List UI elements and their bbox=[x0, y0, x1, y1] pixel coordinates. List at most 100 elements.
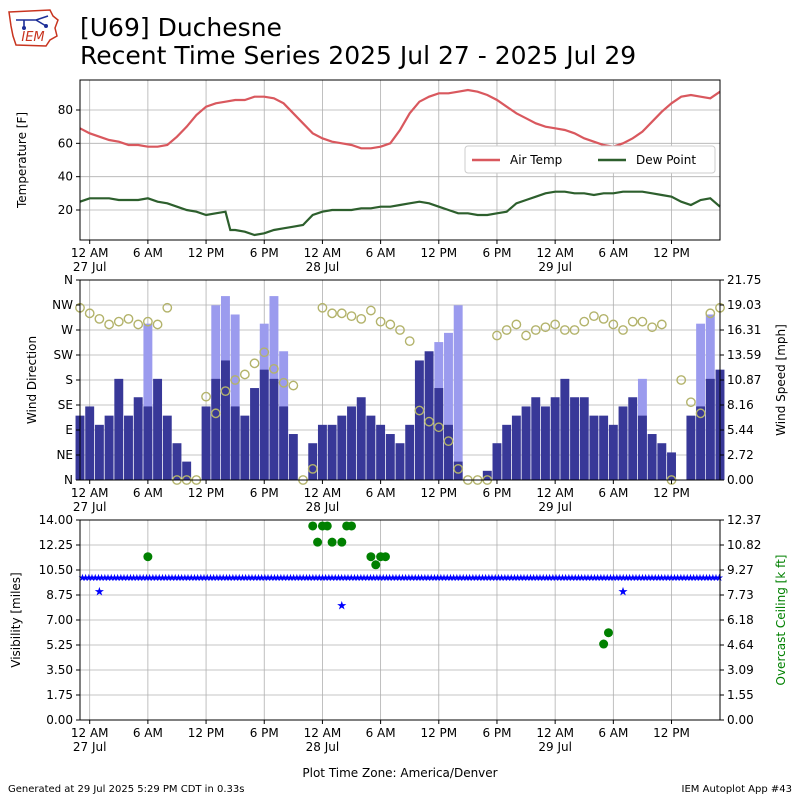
wind-speed-bar bbox=[240, 415, 250, 480]
wind-direction-point bbox=[259, 347, 270, 358]
y-right-tick-label: 10.82 bbox=[727, 538, 761, 552]
visibility-point: ★ bbox=[670, 573, 679, 584]
ceiling-axis-label: Overcast Ceiling [k ft] bbox=[774, 555, 788, 686]
wind-speed-bar bbox=[114, 378, 124, 480]
visibility-point: ★ bbox=[446, 573, 455, 584]
wind-speed-bar bbox=[405, 424, 415, 480]
wind-direction-point bbox=[530, 325, 541, 335]
visibility-point: ★ bbox=[635, 573, 644, 584]
y-tick-label: N bbox=[64, 473, 73, 487]
x-tick-label: 6 AM bbox=[133, 726, 163, 740]
y-right-tick-label: 8.16 bbox=[727, 398, 754, 412]
visibility-point: ★ bbox=[494, 573, 503, 584]
wind-direction-point bbox=[647, 322, 658, 333]
y-tick-label: 3.50 bbox=[46, 663, 73, 677]
visibility-point: ★ bbox=[97, 573, 106, 584]
visibility-point: ★ bbox=[484, 573, 493, 584]
visibility-point: ★ bbox=[254, 573, 263, 584]
visibility-point: ★ bbox=[132, 573, 141, 584]
x-tick-label: 12 PM bbox=[653, 246, 690, 260]
y-tick-label: 60 bbox=[58, 136, 73, 150]
visibility-point: ★ bbox=[286, 573, 295, 584]
wind-speed-bar bbox=[104, 415, 114, 480]
visibility-point: ★ bbox=[212, 573, 221, 584]
wind-speed-bar bbox=[647, 434, 657, 480]
visibility-point: ★ bbox=[491, 573, 500, 584]
y-tick-label: 80 bbox=[58, 103, 73, 117]
visibility-point: ★ bbox=[555, 573, 564, 584]
visibility-point: ★ bbox=[142, 573, 151, 584]
visibility-point: ★ bbox=[401, 573, 410, 584]
x-tick-date: 27 Jul bbox=[73, 500, 107, 514]
visibility-point: ★ bbox=[625, 573, 634, 584]
visibility-point: ★ bbox=[308, 573, 317, 584]
wind-speed-bar bbox=[628, 397, 638, 480]
ceiling-point bbox=[603, 628, 613, 638]
wind-direction-point bbox=[511, 319, 522, 330]
wind-direction-point bbox=[453, 463, 464, 474]
visibility-point: ★ bbox=[702, 573, 711, 584]
visibility-point: ★ bbox=[500, 573, 509, 584]
wind-speed-bar bbox=[220, 360, 230, 480]
visibility-point: ★ bbox=[513, 573, 522, 584]
visibility-point: ★ bbox=[392, 573, 401, 584]
x-tick-label: 12 AM bbox=[304, 486, 342, 500]
visibility-point: ★ bbox=[664, 573, 673, 584]
visibility-point: ★ bbox=[568, 573, 577, 584]
wind-speed-bar bbox=[550, 397, 560, 480]
x-tick-label: 6 PM bbox=[482, 486, 511, 500]
visibility-point: ★ bbox=[612, 573, 621, 584]
x-tick-label: 12 AM bbox=[304, 246, 342, 260]
visibility-point: ★ bbox=[283, 573, 292, 584]
x-tick-label: 12 PM bbox=[653, 726, 690, 740]
visibility-point: ★ bbox=[190, 573, 199, 584]
y-right-tick-label: 19.03 bbox=[727, 298, 761, 312]
visibility-point: ★ bbox=[251, 573, 260, 584]
visibility-point: ★ bbox=[475, 573, 484, 584]
visibility-point: ★ bbox=[385, 573, 394, 584]
visibility-point: ★ bbox=[113, 573, 122, 584]
wind-direction-point bbox=[230, 375, 241, 385]
visibility-point: ★ bbox=[296, 573, 305, 584]
visibility-point: ★ bbox=[270, 573, 279, 584]
visibility-point: ★ bbox=[337, 573, 346, 584]
wind-direction-point bbox=[443, 436, 454, 447]
wind-speed-bar bbox=[540, 406, 550, 480]
wind-speed-bar bbox=[696, 406, 706, 480]
visibility-point: ★ bbox=[516, 573, 525, 584]
y-tick-label: 5.25 bbox=[46, 638, 73, 652]
visibility-point: ★ bbox=[529, 573, 538, 584]
temperature-panel bbox=[79, 79, 721, 241]
wind-gust-bar bbox=[453, 305, 463, 480]
visibility-point: ★ bbox=[673, 573, 682, 584]
visibility-point: ★ bbox=[414, 573, 423, 584]
x-tick-label: 12 PM bbox=[188, 486, 225, 500]
visibility-point: ★ bbox=[203, 573, 212, 584]
visibility-point: ★ bbox=[248, 573, 257, 584]
visibility-point: ★ bbox=[417, 573, 426, 584]
visibility-point: ★ bbox=[689, 573, 698, 584]
x-tick-label: 6 PM bbox=[250, 486, 279, 500]
visibility-point: ★ bbox=[353, 573, 362, 584]
visibility-point: ★ bbox=[328, 573, 337, 584]
visibility-point: ★ bbox=[577, 573, 586, 584]
y-tick-label: SE bbox=[58, 398, 73, 412]
wind-direction-point bbox=[375, 316, 386, 327]
x-tick-label: 6 PM bbox=[482, 246, 511, 260]
wind-speed-bar bbox=[560, 378, 570, 480]
visibility-point: ★ bbox=[161, 573, 170, 584]
visibility-point: ★ bbox=[305, 573, 314, 584]
visibility-point: ★ bbox=[667, 573, 676, 584]
wind-direction-point bbox=[501, 325, 512, 335]
ceiling-point bbox=[380, 552, 390, 562]
visibility-point: ★ bbox=[193, 573, 202, 584]
y-tick-label: SW bbox=[54, 348, 74, 362]
visibility-point: ★ bbox=[580, 573, 589, 584]
ceiling-point bbox=[143, 552, 153, 562]
y-right-tick-label: 2.72 bbox=[727, 448, 754, 462]
visibility-axis-label: Visibility [miles] bbox=[9, 572, 23, 667]
wind-gust-bar bbox=[696, 323, 706, 480]
wind-speed-bar bbox=[618, 406, 628, 480]
wind-direction-point bbox=[608, 319, 619, 330]
